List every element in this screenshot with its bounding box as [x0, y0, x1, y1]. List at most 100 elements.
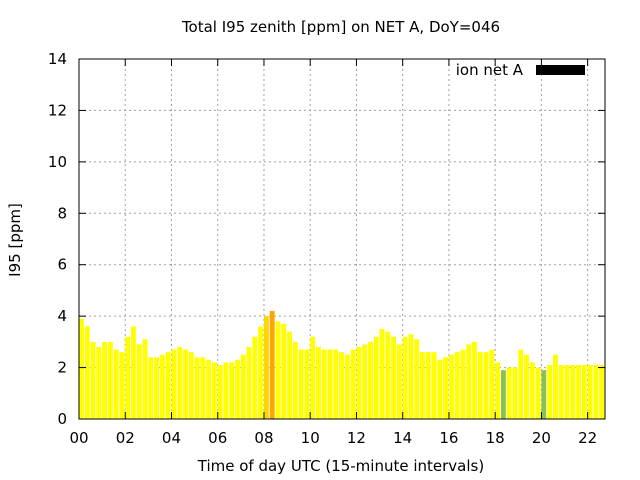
bar: [235, 359, 240, 419]
x-tick-label: 10: [301, 429, 320, 447]
bar: [558, 365, 564, 419]
x-tick-label: 06: [208, 429, 227, 447]
bar: [321, 349, 327, 419]
bar: [171, 349, 177, 419]
bar: [339, 352, 344, 419]
bar: [159, 354, 165, 419]
bar: [541, 370, 547, 419]
bar: [593, 365, 599, 419]
bar: [518, 349, 524, 419]
bar: [379, 329, 385, 419]
legend-swatch: [536, 65, 585, 75]
plot-frame: [78, 58, 606, 420]
bar: [275, 321, 281, 419]
x-tick-label: 12: [347, 429, 366, 447]
bar: [599, 365, 605, 419]
bar: [96, 347, 102, 419]
bar: [385, 331, 391, 419]
bar: [466, 344, 472, 419]
bar: [281, 323, 287, 419]
bar: [113, 349, 119, 419]
bar: [391, 336, 397, 419]
bar: [414, 339, 420, 419]
bar: [102, 341, 108, 419]
bar: [524, 354, 529, 419]
bar: [142, 339, 148, 419]
bar: [177, 347, 183, 419]
legend-label: ion net A: [456, 61, 524, 79]
bar: [506, 367, 512, 419]
bar: [489, 349, 495, 419]
bar: [194, 357, 200, 419]
bar: [570, 365, 576, 419]
x-tick-label: 16: [439, 429, 458, 447]
bar: [258, 326, 264, 419]
bar: [125, 336, 131, 419]
bar: [107, 341, 113, 419]
y-tick-label: 6: [57, 256, 67, 274]
bar: [368, 341, 373, 419]
bar: [188, 352, 194, 419]
bar: [200, 357, 206, 419]
x-axis-label: Time of day UTC (15-minute intervals): [197, 457, 484, 475]
bar: [263, 316, 269, 419]
bar: [287, 331, 292, 419]
y-tick-label: 4: [57, 307, 67, 325]
bar: [344, 354, 350, 419]
bar: [206, 359, 212, 419]
x-tick-label: 20: [532, 429, 551, 447]
bar: [564, 365, 570, 419]
bar: [217, 365, 223, 419]
bar: [269, 311, 275, 419]
bar: [547, 365, 553, 419]
x-tick-label: 14: [393, 429, 412, 447]
grid: [79, 59, 605, 419]
bar: [500, 370, 506, 419]
bar: [362, 344, 368, 419]
y-tick-label: 12: [48, 101, 67, 119]
y-tick-label: 2: [57, 359, 67, 377]
legend: ion net A: [456, 61, 585, 79]
y-axis-label: I95 [ppm]: [6, 203, 24, 277]
bar: [304, 349, 310, 419]
bar: [512, 367, 518, 419]
bar: [437, 359, 443, 419]
bar: [535, 367, 541, 419]
y-tick-label: 8: [57, 204, 67, 222]
bar: [136, 344, 142, 419]
bar: [84, 326, 90, 419]
bar: [448, 354, 454, 419]
bar: [460, 349, 466, 419]
bar: [333, 349, 339, 419]
bar: [373, 336, 379, 419]
bar: [154, 357, 160, 419]
bar: [552, 354, 558, 419]
x-tick-label: 04: [162, 429, 181, 447]
y-tick-label: 10: [48, 153, 67, 171]
bar: [350, 349, 356, 419]
bar: [148, 357, 154, 419]
bar: [229, 362, 235, 419]
bar: [356, 347, 362, 419]
bar: [408, 334, 414, 419]
x-tick-label: 02: [116, 429, 135, 447]
bar: [420, 352, 425, 419]
bar: [576, 365, 581, 419]
bar: [396, 344, 402, 419]
bar: [454, 352, 460, 419]
bar: [327, 349, 333, 419]
bar: [119, 352, 125, 419]
bar: [425, 352, 431, 419]
bar: [310, 336, 316, 419]
y-tick-label: 0: [57, 410, 67, 428]
bar: [495, 362, 501, 419]
bar: [79, 318, 84, 419]
bar: [443, 357, 449, 419]
bar: [223, 362, 229, 419]
x-tick-label: 22: [578, 429, 597, 447]
x-tick-label: 18: [486, 429, 505, 447]
bar: [581, 365, 587, 419]
chart-title: Total I95 zenith [ppm] on NET A, DoY=046: [181, 18, 500, 36]
